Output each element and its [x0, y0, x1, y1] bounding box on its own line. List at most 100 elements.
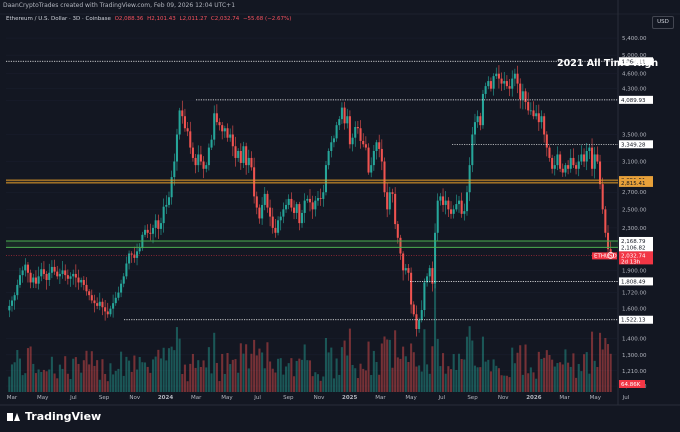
candle [596, 154, 599, 162]
volume-bar [455, 369, 458, 392]
candle [37, 276, 40, 284]
volume-bar [391, 367, 394, 392]
level-tag-label: 4,864.11 [621, 59, 646, 65]
currency-button[interactable]: USD [652, 16, 674, 29]
candle [386, 192, 389, 210]
candle [221, 125, 224, 132]
candle [316, 198, 320, 201]
candle [497, 73, 500, 79]
volume-bar [66, 373, 69, 392]
volume-bar [338, 374, 341, 392]
candle [175, 134, 178, 162]
volume-bar [306, 360, 309, 392]
volume-bar [245, 344, 248, 392]
candle [601, 184, 604, 210]
candle [218, 122, 221, 126]
volume-bar [388, 339, 391, 392]
volume-bar [348, 328, 351, 392]
candle [495, 73, 498, 77]
candle [508, 86, 511, 89]
volume-bar [537, 351, 540, 392]
candle [279, 216, 282, 221]
volume-bar [125, 356, 128, 392]
candle [178, 110, 181, 135]
candle [442, 196, 445, 205]
volume-bar [495, 365, 498, 392]
volume-bar [255, 355, 258, 392]
candle [106, 311, 109, 315]
candle [72, 273, 75, 277]
x-tick-label: 2026 [526, 395, 541, 401]
candle [170, 177, 173, 198]
last-price-marker [607, 251, 615, 259]
volume-bar [274, 372, 277, 392]
candle [308, 198, 312, 203]
level-lines [6, 60, 618, 321]
volume-bar [378, 374, 381, 392]
candle [287, 198, 290, 205]
candle [511, 78, 514, 89]
volume-bar [42, 369, 45, 392]
candle [580, 154, 583, 162]
candle [186, 128, 189, 132]
candle [548, 147, 551, 158]
candle [404, 268, 407, 271]
volume-tag [619, 380, 645, 388]
candle [64, 270, 67, 276]
candle [372, 150, 375, 166]
candle [473, 122, 476, 135]
x-axis[interactable]: Mar May Jul Sep Nov 2024 Mar May Jul Sep Nov 2025 Ma… [7, 395, 630, 401]
volume-bar [215, 362, 218, 392]
candle [300, 212, 304, 224]
candle [215, 113, 218, 123]
volume-bar [524, 344, 527, 392]
candle [356, 127, 359, 129]
volume-bar [199, 366, 202, 392]
y-tick-label: 1,900.00 [622, 268, 647, 274]
volume-bar [330, 347, 333, 392]
volume-bar [175, 327, 178, 392]
volume-bar [426, 364, 429, 392]
candle [234, 146, 237, 158]
volume-bar [117, 368, 120, 392]
candle [444, 200, 447, 205]
tradingview-logo[interactable]: TradingView [7, 410, 101, 423]
volume-bar [277, 358, 280, 392]
volume-bar [146, 366, 149, 392]
candle [271, 216, 274, 228]
volume-bar [69, 379, 72, 392]
candle [479, 116, 482, 126]
candle [439, 196, 442, 201]
candle [293, 207, 296, 213]
candle [572, 157, 575, 166]
candle [29, 272, 32, 283]
symbol-tag-label: ETHUSD [594, 253, 617, 259]
symbol-name[interactable]: Ethereum / U.S. Dollar · 3D · Coinbase [6, 16, 111, 22]
symbol-legend[interactable]: Ethereum / U.S. Dollar · 3D · Coinbase O… [6, 16, 291, 22]
y-axis[interactable]: 5,400.005,000.004,600.004,300.004,080.00… [622, 36, 647, 390]
volume-bar [112, 374, 115, 392]
candle [104, 307, 107, 312]
candle [205, 165, 208, 169]
volume-bar [138, 356, 141, 392]
volume-bar [263, 368, 266, 392]
volume-bar [463, 359, 466, 392]
price-tag [619, 251, 653, 265]
candle [516, 73, 519, 84]
volume-bar [154, 356, 157, 392]
candle [255, 196, 258, 208]
volume-bar [468, 326, 471, 392]
volume-bar [128, 360, 131, 392]
volume-bar [261, 352, 264, 392]
volume-bar [580, 371, 583, 392]
volume-bar [29, 346, 32, 392]
volume-bar [431, 346, 434, 392]
candle [340, 107, 343, 120]
volume-bar [151, 359, 155, 392]
volume-bar [16, 350, 19, 392]
candle [569, 157, 572, 169]
x-tick-label: 2025 [342, 395, 357, 401]
volume-bar [202, 360, 205, 392]
candle [226, 128, 229, 138]
